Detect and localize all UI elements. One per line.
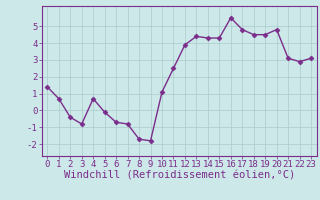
X-axis label: Windchill (Refroidissement éolien,°C): Windchill (Refroidissement éolien,°C) (64, 171, 295, 181)
